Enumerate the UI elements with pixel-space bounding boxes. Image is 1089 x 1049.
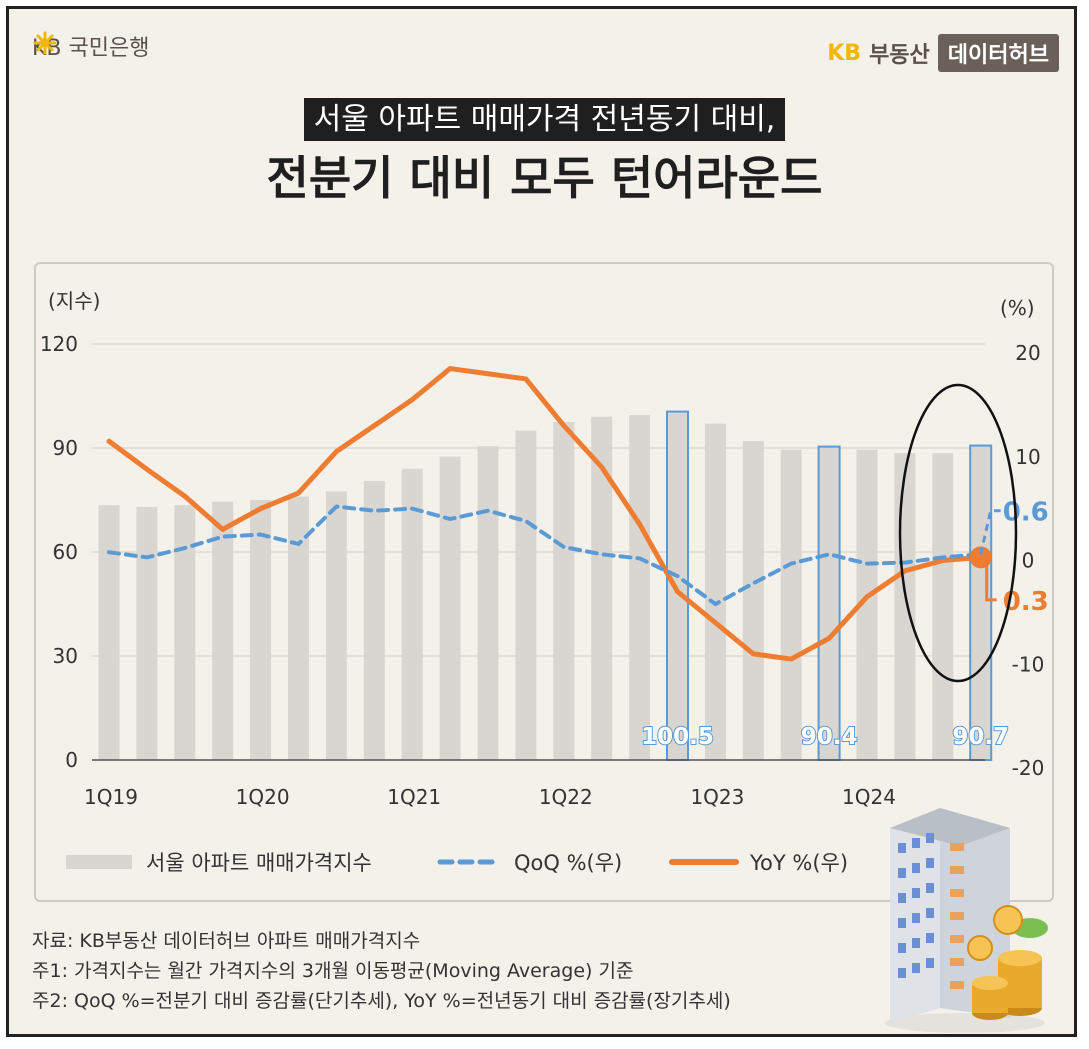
bar (325, 491, 347, 760)
legend-label-index: 서울 아파트 매매가격지수 (146, 851, 372, 875)
bar (780, 449, 802, 760)
building-icon (885, 808, 1048, 1033)
note-source: 자료: KB부동산 데이터허브 아파트 매매가격지수 (32, 930, 421, 952)
bar (439, 456, 461, 760)
legend-swatch-index (66, 855, 132, 869)
x-tick-label: 1Q19 (84, 785, 138, 809)
left-tick-label: 60 (53, 540, 78, 564)
bar (591, 416, 613, 760)
bar (856, 449, 878, 760)
right-tick-label: -20 (1012, 756, 1045, 780)
note-1: 주1: 가격지수는 월간 가격지수의 3개월 이동평균(Moving Avera… (32, 960, 634, 982)
x-tick-label: 1Q24 (842, 785, 896, 809)
coin-icon (967, 905, 1048, 1020)
bar (477, 446, 499, 760)
bar (894, 453, 916, 760)
bar-value-label: 100.5 (641, 724, 714, 750)
qoq-line (107, 504, 983, 607)
x-tick-label: 1Q21 (387, 785, 441, 809)
star-icon (33, 31, 57, 55)
bar-value-label: 90.7 (952, 724, 1009, 750)
yoy-line (106, 366, 984, 662)
legend-label-yoy: YoY %(우) (749, 851, 848, 875)
note-2: 주2: QoQ %=전분기 대비 증감률(단기추세), YoY %=전년동기 대… (32, 990, 731, 1012)
brand-kb: KB (827, 40, 862, 66)
bar (250, 500, 272, 760)
bar (212, 501, 234, 760)
qoq-end-label: 0.6 (1003, 498, 1049, 528)
bar (288, 496, 309, 760)
kb-realty-data-hub-logo: KB 부동산 데이터허브 (827, 34, 1059, 72)
highlight-ellipse (898, 383, 1018, 683)
right-tick-label: 0 (1022, 549, 1035, 573)
left-tick-label: 120 (40, 332, 78, 356)
right-tick-label: 20 (1015, 341, 1040, 365)
kb-bank-logo: KB 국민은행 (32, 30, 149, 62)
bar (629, 415, 651, 760)
bar (98, 505, 120, 760)
bar (515, 430, 537, 760)
bar (742, 441, 764, 760)
left-tick-label: 0 (65, 748, 78, 772)
bar (932, 453, 954, 760)
bar (363, 480, 385, 760)
right-tick-label: 10 (1015, 445, 1040, 469)
left-tick-label: 30 (53, 644, 78, 668)
bar (401, 468, 423, 760)
x-tick-label: 1Q20 (236, 785, 290, 809)
bar (553, 422, 575, 760)
legend-label-qoq: QoQ %(우) (514, 851, 622, 875)
bar (666, 410, 689, 761)
title-line-1: 서울 아파트 매매가격 전년동기 대비, (0, 94, 1089, 141)
footnotes: 자료: KB부동산 데이터허브 아파트 매매가격지수 주1: 가격지수는 월간 … (32, 926, 731, 1016)
x-tick-label: 1Q23 (690, 785, 744, 809)
yoy-end-connector (980, 555, 997, 602)
title-line-2: 전분기 대비 모두 턴어라운드 (266, 151, 823, 205)
brand-hub: 데이터허브 (937, 34, 1059, 72)
left-tick-label: 90 (53, 436, 78, 460)
right-axis-unit: (%) (1000, 296, 1035, 320)
bar (817, 445, 841, 761)
brand-realty: 부동산 (869, 43, 930, 68)
left-axis-unit: (지수) (48, 289, 100, 313)
chart-panel (34, 262, 1054, 902)
bar (704, 423, 726, 760)
title-line-1-text: 서울 아파트 매매가격 전년동기 대비, (303, 98, 786, 141)
bar (136, 506, 158, 760)
x-tick-label: 1Q22 (539, 785, 593, 809)
right-tick-label: -10 (1012, 652, 1045, 676)
bar (174, 505, 196, 760)
qoq-end-connector (979, 509, 1001, 555)
bar (969, 444, 993, 761)
bar-value-label: 90.4 (801, 724, 858, 750)
